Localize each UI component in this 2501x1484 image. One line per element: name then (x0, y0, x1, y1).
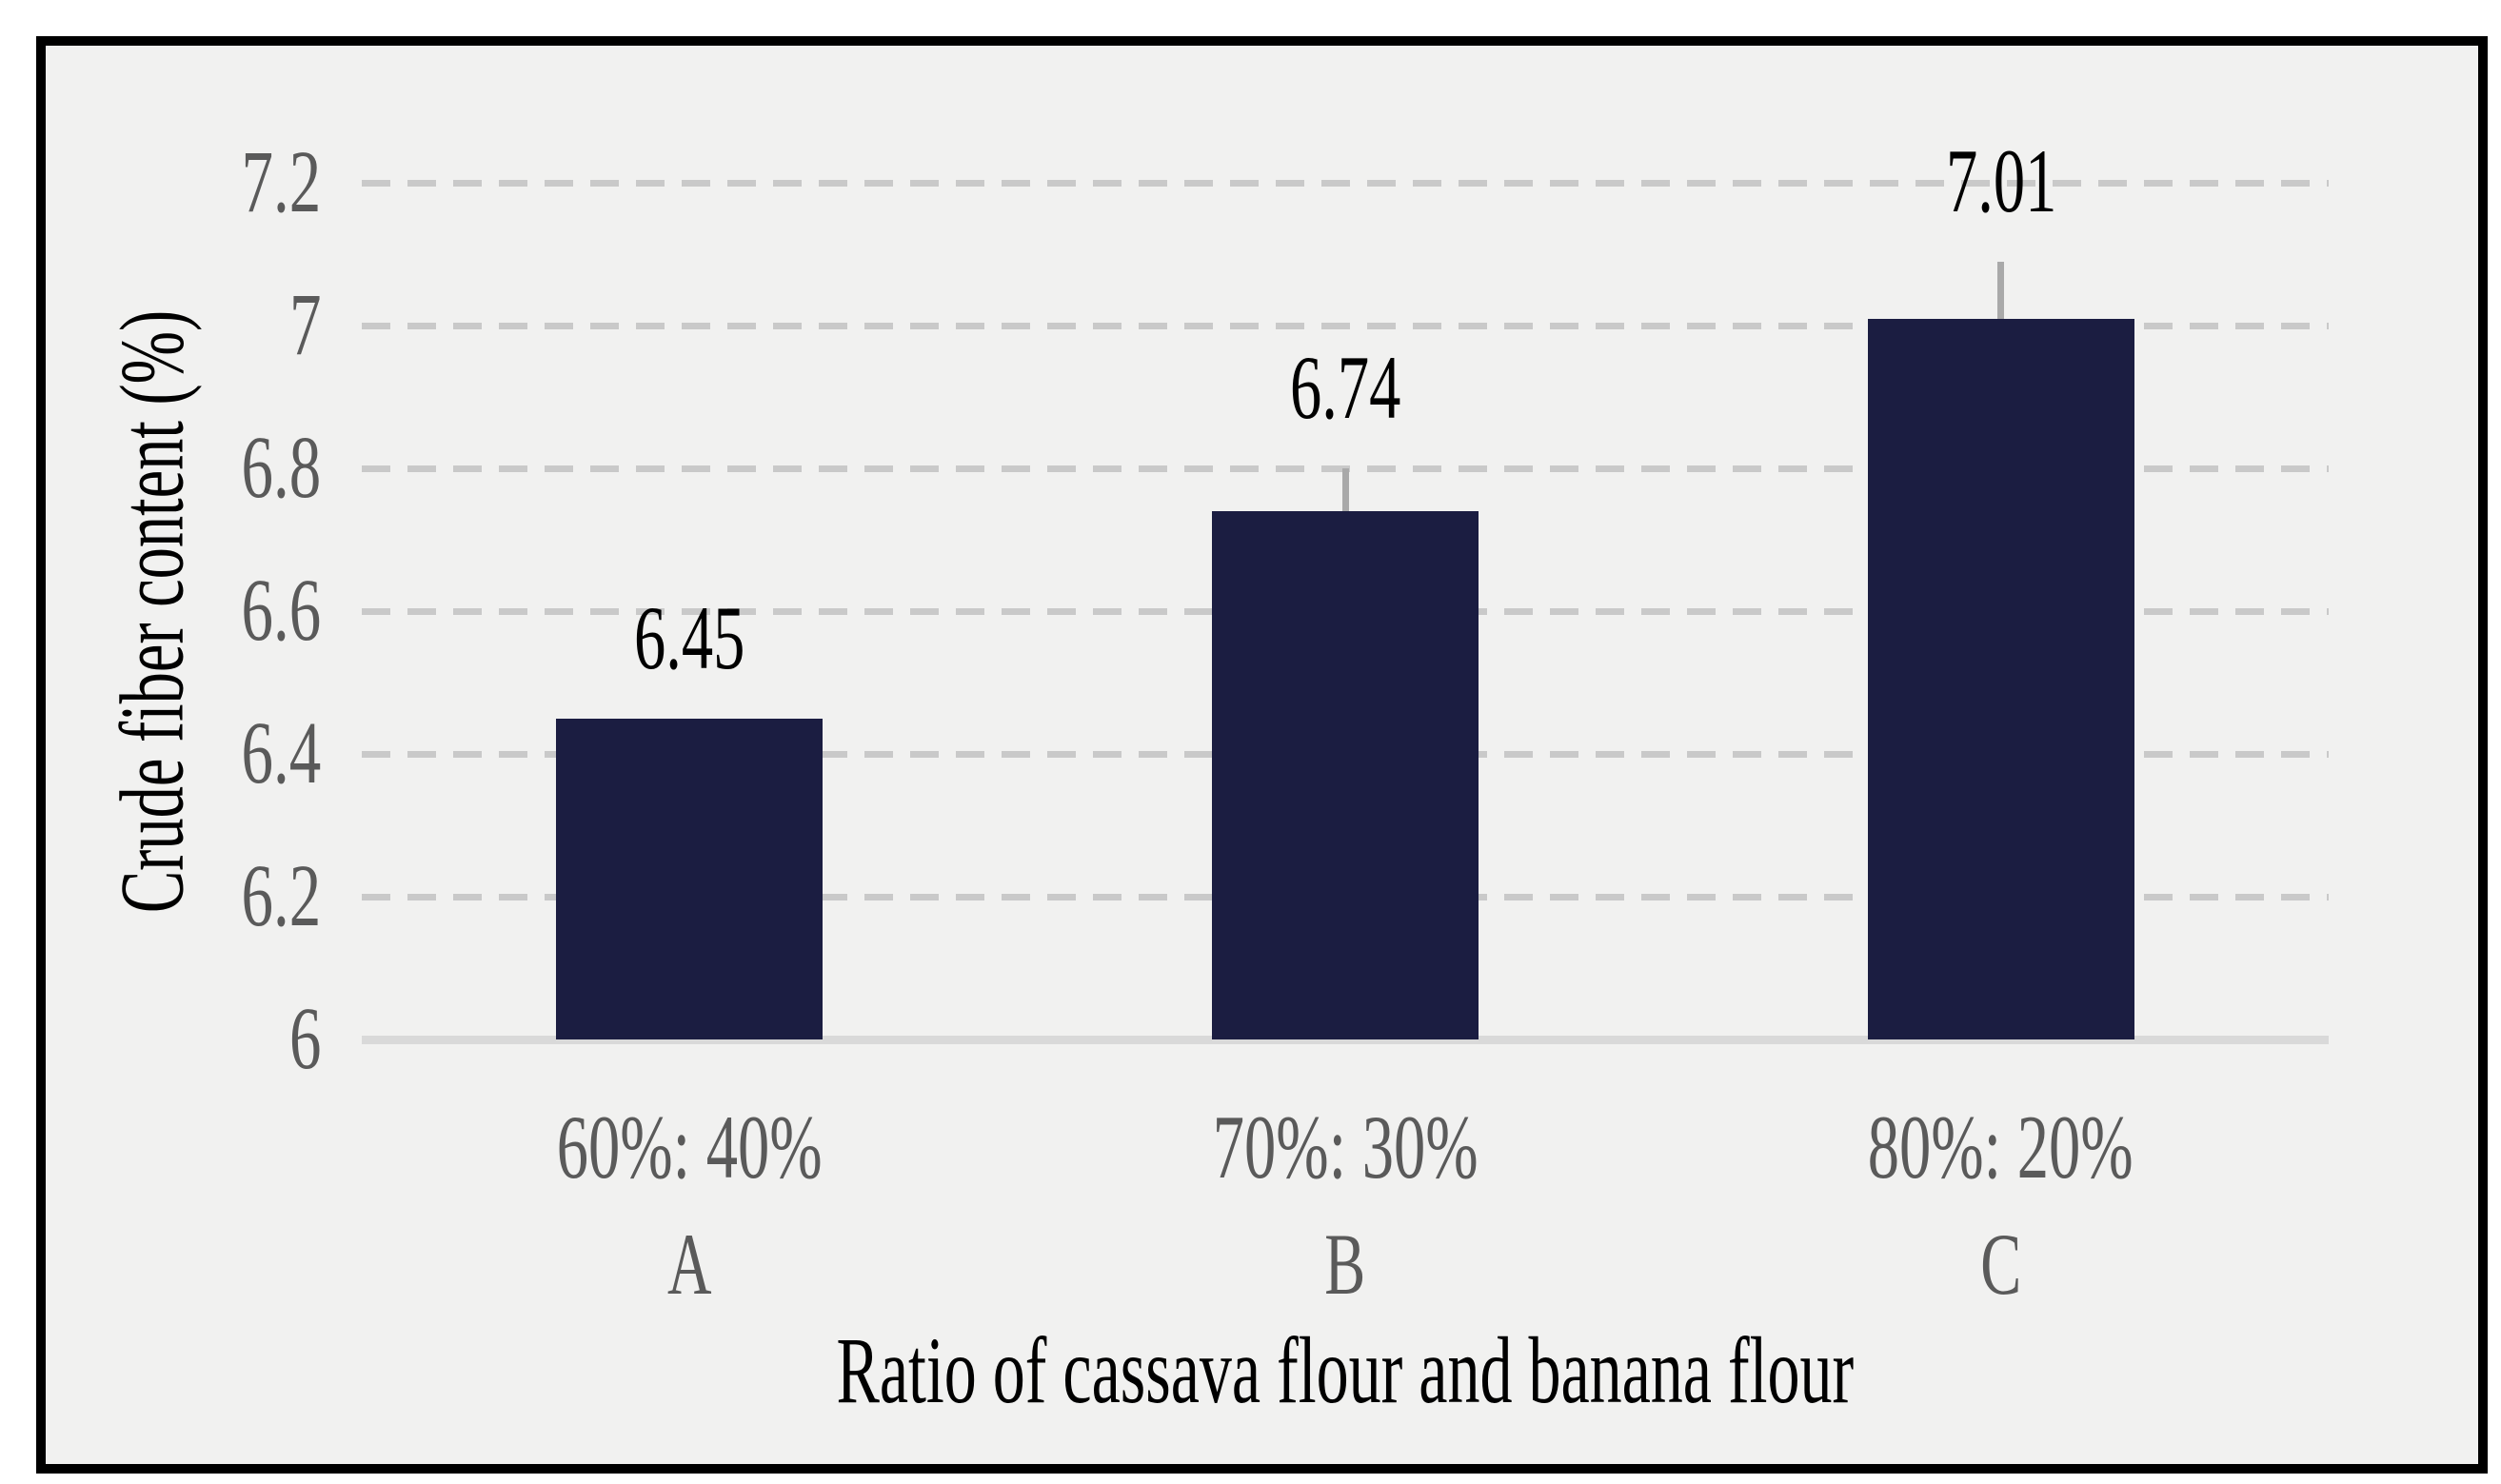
y-tick-text: 7 (288, 276, 321, 374)
x-axis-title: Ratio of cassava flour and banana flour (203, 1323, 2488, 1418)
category-label-C: 80%: 20% (1620, 1101, 2382, 1193)
y-tick-label-6.4: 6.4 (0, 709, 321, 799)
x-axis-line (362, 1036, 2329, 1044)
y-tick-text: 6.8 (241, 419, 321, 517)
bar-A (556, 718, 824, 1039)
gridline (362, 180, 2329, 187)
category-label-text: 80%: 20% (1868, 1097, 2134, 1197)
category-label-A: 60%: 40% (308, 1101, 1070, 1193)
y-tick-text: 6.2 (241, 847, 321, 945)
y-axis-title: Crude fiber content (%) (101, 309, 203, 914)
y-tick-text: 6.6 (241, 562, 321, 660)
y-tick-label-6.6: 6.6 (0, 566, 321, 656)
category-letter-C: C (1620, 1220, 2382, 1308)
category-letter-text: C (1980, 1216, 2022, 1313)
bar-C (1867, 318, 2134, 1039)
data-label-C: 7.01 (1620, 135, 2382, 227)
gridline (362, 323, 2329, 329)
y-tick-text: 6 (288, 990, 321, 1088)
bar-B (1212, 511, 1479, 1039)
data-label-text: 7.01 (1945, 129, 2056, 231)
data-label-text: 6.74 (1289, 337, 1401, 438)
y-tick-label-6.8: 6.8 (0, 424, 321, 513)
category-letter-text: B (1324, 1216, 1366, 1313)
y-tick-label-7: 7 (0, 281, 321, 370)
y-tick-text: 6.4 (241, 704, 321, 802)
chart-frame: 6 6.2 6.4 6.6 6.8 7 7.2 6.45 60%: 40% A 6.74 70%: 3… (36, 36, 2488, 1474)
category-letter-A: A (308, 1220, 1070, 1308)
category-letter-text: A (667, 1216, 712, 1313)
y-tick-label-6.2: 6.2 (0, 852, 321, 941)
category-letter-B: B (964, 1220, 1726, 1308)
category-label-text: 60%: 40% (556, 1097, 823, 1197)
category-label-text: 70%: 30% (1212, 1097, 1479, 1197)
data-label-text: 6.45 (634, 586, 745, 688)
category-label-B: 70%: 30% (964, 1101, 1726, 1193)
x-axis-title-text: Ratio of cassava flour and banana flour (836, 1317, 1855, 1423)
error-bar-C (1997, 261, 2005, 319)
y-tick-text: 7.2 (241, 133, 321, 231)
data-label-B: 6.74 (964, 342, 1726, 433)
data-label-A: 6.45 (308, 592, 1070, 683)
error-bar-B (1341, 468, 1349, 511)
y-tick-label-6: 6 (0, 995, 321, 1084)
y-tick-label-7.2: 7.2 (0, 138, 321, 228)
plot-area: 6 6.2 6.4 6.6 6.8 7 7.2 6.45 60%: 40% A 6.74 70%: 3… (46, 46, 2478, 1464)
